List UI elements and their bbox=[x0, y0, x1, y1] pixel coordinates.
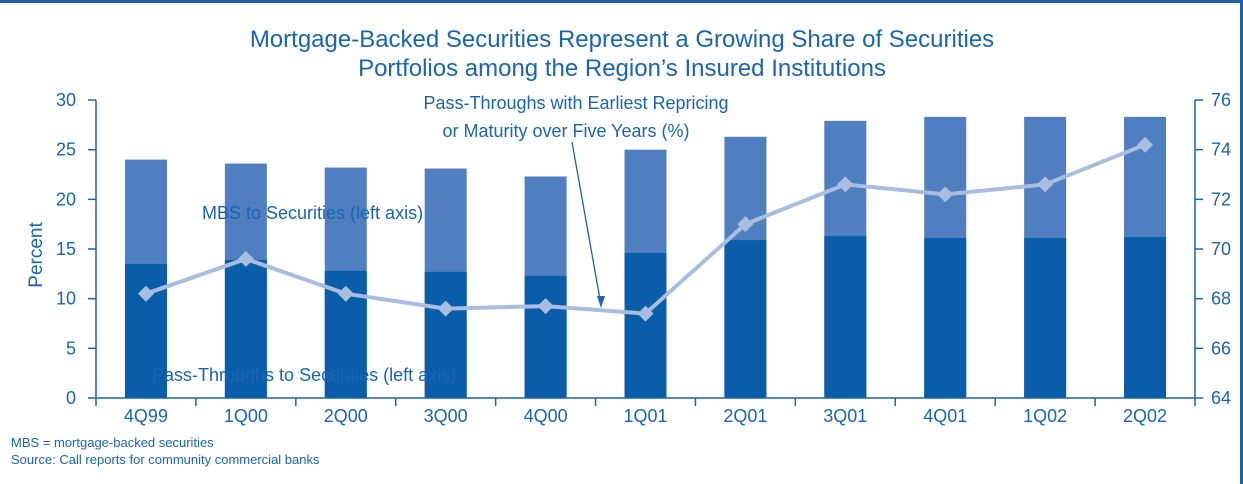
y-axis-title: Percent bbox=[26, 222, 47, 288]
bar-pass-through-2Q02 bbox=[1124, 237, 1167, 398]
footnote-definition: MBS = mortgage-backed securities bbox=[11, 435, 214, 450]
line-point-2Q02 bbox=[1137, 136, 1154, 153]
x-tick-label: 3Q00 bbox=[424, 406, 468, 426]
right-tick-label: 66 bbox=[1211, 338, 1231, 358]
x-tick-label: 2Q02 bbox=[1123, 406, 1167, 426]
right-tick-label: 72 bbox=[1211, 189, 1231, 209]
bar-pass-through-2Q01 bbox=[724, 240, 767, 398]
left-tick-label: 25 bbox=[56, 140, 76, 160]
left-tick-label: 15 bbox=[56, 239, 76, 259]
right-tick-label: 70 bbox=[1211, 239, 1231, 259]
x-tick-label: 2Q00 bbox=[324, 406, 368, 426]
line-series-label-2: or Maturity over Five Years (%) bbox=[442, 121, 689, 141]
line-point-4Q99 bbox=[137, 285, 154, 302]
annotation-arrowhead bbox=[597, 296, 605, 308]
x-tick-label: 4Q00 bbox=[524, 406, 568, 426]
line-point-2Q00 bbox=[337, 285, 354, 302]
x-tick-label: 2Q01 bbox=[723, 406, 767, 426]
annotation-arrow bbox=[571, 141, 602, 306]
line-point-4Q00 bbox=[537, 298, 554, 315]
left-tick-label: 0 bbox=[66, 388, 76, 408]
line-point-4Q01 bbox=[937, 186, 954, 203]
bar-pass-through-1Q02 bbox=[1024, 238, 1067, 398]
bar-pass-through-3Q01 bbox=[824, 236, 867, 398]
right-tick-label: 68 bbox=[1211, 289, 1231, 309]
x-tick-label: 4Q01 bbox=[923, 406, 967, 426]
x-tick-label: 1Q01 bbox=[623, 406, 667, 426]
left-tick-label: 20 bbox=[56, 189, 76, 209]
chart-title-line-2: Portfolios among the Region’s Insured In… bbox=[358, 55, 886, 82]
pass-through-series-label: Pass-Throughs to Securities (left axis) bbox=[152, 365, 456, 385]
line-point-2Q01 bbox=[737, 216, 754, 233]
line-series-label-1: Pass-Throughs with Earliest Repricing bbox=[423, 93, 728, 113]
bar-pass-through-1Q00 bbox=[224, 259, 267, 398]
bar-pass-through-1Q01 bbox=[624, 252, 667, 398]
left-tick-label: 10 bbox=[56, 289, 76, 309]
x-tick-label: 1Q02 bbox=[1023, 406, 1067, 426]
x-tick-label: 4Q99 bbox=[124, 406, 168, 426]
line-point-3Q00 bbox=[437, 300, 454, 317]
bar-pass-through-4Q00 bbox=[524, 275, 567, 398]
line-point-1Q02 bbox=[1037, 176, 1054, 193]
right-tick-label: 76 bbox=[1211, 90, 1231, 110]
line-point-1Q00 bbox=[237, 250, 254, 267]
right-tick-label: 64 bbox=[1211, 388, 1231, 408]
left-tick-label: 30 bbox=[56, 90, 76, 110]
x-tick-label: 3Q01 bbox=[823, 406, 867, 426]
line-point-3Q01 bbox=[837, 176, 854, 193]
left-tick-label: 5 bbox=[66, 338, 76, 358]
chart-title-line-1: Mortgage-Backed Securities Represent a G… bbox=[250, 26, 994, 53]
line-point-1Q01 bbox=[637, 305, 654, 322]
mbs-series-label: MBS to Securities (left axis) bbox=[202, 203, 423, 223]
bar-pass-through-4Q01 bbox=[924, 238, 967, 398]
x-tick-label: 1Q00 bbox=[224, 406, 268, 426]
right-tick-label: 74 bbox=[1211, 140, 1231, 160]
footnote-source: Source: Call reports for community comme… bbox=[11, 452, 320, 467]
bar-pass-through-3Q00 bbox=[424, 271, 467, 398]
